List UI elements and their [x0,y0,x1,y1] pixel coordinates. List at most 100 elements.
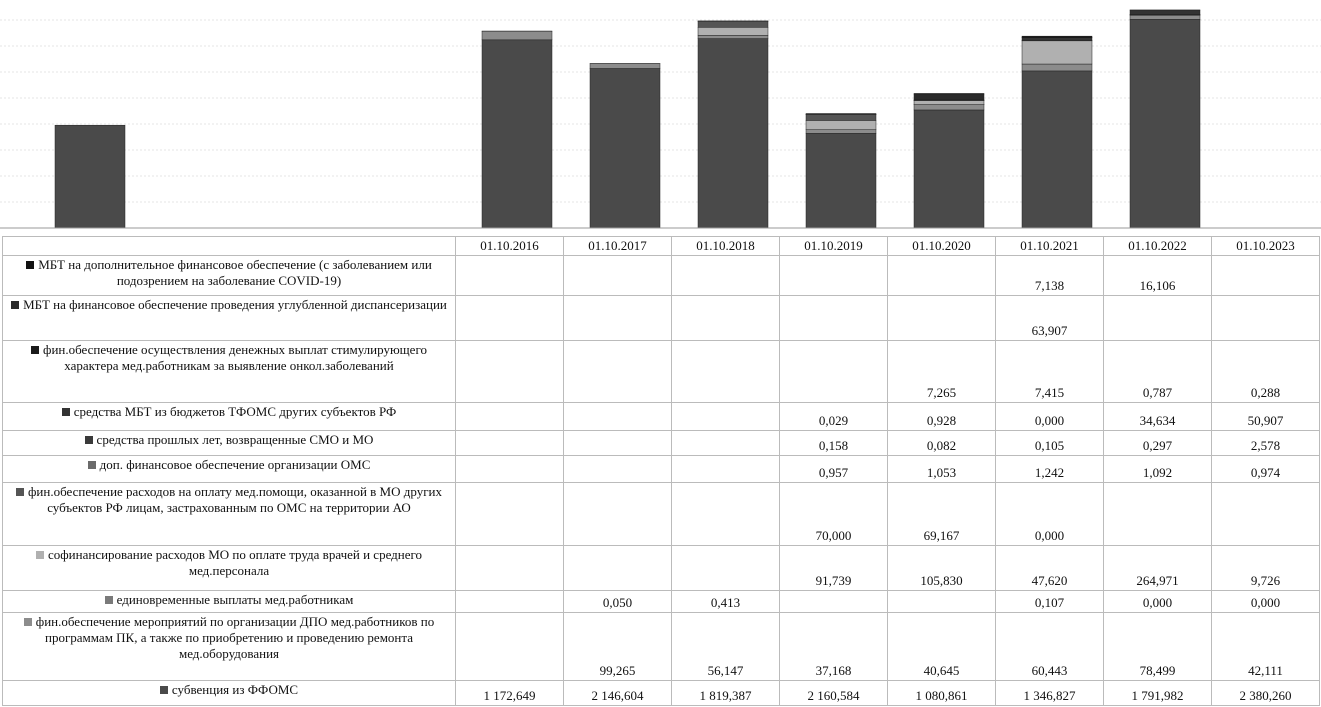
empty-cell [671,545,780,591]
value-label: 40,645 [887,612,996,681]
value-label: 0,029 [779,402,888,431]
empty-cell [563,255,672,296]
empty-cell [563,482,672,546]
series-row: фин.обеспечение мероприятий по организац… [2,612,1320,681]
value-label: 2 380,260 [1211,680,1320,706]
legend-cell: МБТ на дополнительное финансовое обеспеч… [2,255,456,296]
empty-cell [671,255,780,296]
bar-segment [697,35,769,39]
empty-cell [563,340,672,403]
value-label: 50,907 [1211,402,1320,431]
value-label: 1 819,387 [671,680,780,706]
empty-cell [1211,295,1320,341]
value-label: 2,578 [1211,430,1320,456]
legend-cell: МБТ на финансовое обеспечение проведения… [2,295,456,341]
value-label: 1 346,827 [995,680,1104,706]
value-label: 0,297 [1103,430,1212,456]
empty-cell [779,340,888,403]
header-row: 01.10.2016 01.10.2017 01.10.2018 01.10.2019… [2,236,1320,256]
empty-cell [779,590,888,613]
series-row: софинансирование расходов МО по оплате т… [2,545,1320,591]
legend-swatch [26,261,35,269]
empty-cell [1211,255,1320,296]
legend-cell: единовременные выплаты мед.работникам [2,590,456,613]
series-row: доп. финансовое обеспечение организации … [2,455,1320,483]
value-label: 69,167 [887,482,996,546]
bar-segment [697,27,769,36]
legend-cell: доп. финансовое обеспечение организации … [2,455,456,483]
value-label: 0,413 [671,590,780,613]
bar-segment [589,63,661,69]
empty-cell [455,455,564,483]
value-label: 0,787 [1103,340,1212,403]
bar-segment [697,38,769,229]
value-label: 0,000 [1211,590,1320,613]
value-label: 0,105 [995,430,1104,456]
value-label: 0,288 [1211,340,1320,403]
legend-cell: субвенция из ФФОМС [2,680,456,706]
category-label: 01.10.2019 [779,236,888,256]
bar-segment [805,133,877,229]
value-label: 7,138 [995,255,1104,296]
legend-swatch [35,551,44,559]
value-label: 16,106 [1103,255,1212,296]
value-label: 70,000 [779,482,888,546]
value-label: 1 080,861 [887,680,996,706]
empty-cell [563,455,672,483]
bar-segment [697,20,769,28]
empty-cell [563,430,672,456]
legend-label: единовременные выплаты мед.работникам [116,592,354,607]
legend-cell: фин.обеспечение мероприятий по организац… [2,612,456,681]
empty-cell [455,255,564,296]
value-label: 78,499 [1103,612,1212,681]
category-label: 01.10.2020 [887,236,996,256]
bar-segment [913,104,985,111]
legend-label: средства прошлых лет, возвращенные СМО и… [96,432,374,447]
category-label: 01.10.2021 [995,236,1104,256]
value-label: 0,000 [1103,590,1212,613]
empty-cell [563,295,672,341]
empty-cell [671,482,780,546]
value-label: 34,634 [1103,402,1212,431]
bar-segment [913,93,985,100]
empty-cell [563,545,672,591]
bar-segment [481,30,553,41]
empty-cell [671,455,780,483]
category-label: 01.10.2017 [563,236,672,256]
legend-label: фин.обеспечение расходов на оплату мед.п… [28,484,442,515]
legend-cell: софинансирование расходов МО по оплате т… [2,545,456,591]
value-label: 0,000 [995,482,1104,546]
series-row: МБТ на дополнительное финансовое обеспеч… [2,255,1320,296]
legend-label: МБТ на финансовое обеспечение проведения… [23,297,447,312]
empty-cell [563,402,672,431]
legend-cell: фин.обеспечение осуществления денежных в… [2,340,456,403]
category-label: 01.10.2016 [455,236,564,256]
empty-cell [1103,295,1212,341]
value-label: 264,971 [1103,545,1212,591]
legend-swatch [61,408,70,416]
value-label: 99,265 [563,612,672,681]
value-label: 1 791,982 [1103,680,1212,706]
value-label: 9,726 [1211,545,1320,591]
bar-segment [1021,70,1093,229]
value-label: 63,907 [995,295,1104,341]
empty-cell [671,340,780,403]
value-label: 1,242 [995,455,1104,483]
bar-segment [913,93,985,95]
bar-segment [1021,35,1093,38]
chart [0,9,1321,229]
value-label: 0,000 [995,402,1104,431]
empty-cell [671,295,780,341]
value-label: 7,265 [887,340,996,403]
value-label: 0,050 [563,590,672,613]
data-table: 01.10.2016 01.10.2017 01.10.2018 01.10.2019… [2,236,1320,706]
bar-segment [1129,15,1201,20]
value-label: 0,082 [887,430,996,456]
corner-cell [2,236,456,256]
empty-cell [779,295,888,341]
series-row: единовременные выплаты мед.работникам 0,0… [2,590,1320,613]
empty-cell [455,590,564,613]
category-label: 01.10.2018 [671,236,780,256]
bar-segment [805,129,877,134]
legend-label: доп. финансовое обеспечение организации … [99,457,371,472]
